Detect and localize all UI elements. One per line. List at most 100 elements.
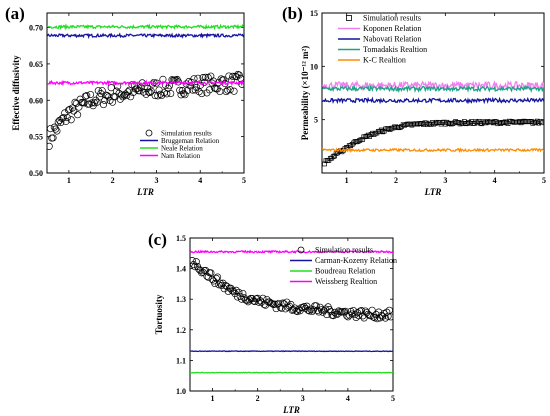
data-point — [533, 120, 539, 125]
data-point — [116, 95, 124, 103]
chart-panel: (a) 1 2 3 4 5 0.50 0.55 0.60 0.65 0.70 LTR Effective… — [5, 4, 246, 197]
data-point — [235, 71, 243, 79]
chart-panel: (b) 1 2 3 4 5 5 10 15 LTR Permeability (×10⁻¹² m²)… — [282, 4, 546, 197]
data-point — [70, 107, 78, 115]
y-tick-label: 1.0 — [176, 387, 186, 396]
data-point — [202, 73, 210, 81]
x-tick-label: 4 — [493, 176, 497, 185]
data-point — [348, 143, 354, 148]
data-point — [365, 132, 371, 138]
data-point — [424, 120, 429, 126]
data-point — [74, 111, 82, 119]
data-point — [445, 120, 451, 126]
legend-label: Neale Relation — [161, 145, 203, 153]
legend-label: Boudreau Relation — [315, 267, 375, 276]
data-point — [214, 273, 222, 281]
series-line — [322, 84, 544, 94]
data-point — [357, 138, 362, 143]
data-point — [400, 122, 406, 128]
data-point — [239, 289, 247, 298]
data-point — [215, 281, 223, 289]
legend-swatch — [297, 246, 305, 254]
legend-label: Simulation results — [161, 130, 212, 138]
y-tick-label: 0.50 — [29, 169, 43, 178]
data-point — [112, 87, 120, 95]
x-tick-label: 2 — [111, 176, 115, 185]
x-tick-label: 1 — [211, 394, 215, 403]
plot-frame — [321, 12, 545, 174]
data-point — [514, 119, 520, 125]
data-point — [75, 103, 83, 111]
data-point — [473, 119, 479, 125]
data-point — [301, 304, 310, 312]
x-tick-label: 1 — [345, 176, 349, 185]
data-point — [315, 308, 323, 316]
data-point — [80, 99, 88, 107]
x-axis-label: LTR — [424, 187, 442, 197]
data-point — [369, 313, 377, 321]
chart-panel: (c) 1 2 3 4 5 1.0 1.1 1.2 1.3 1.4 1.5 LTR Tortuosity S… — [148, 230, 397, 415]
data-point — [515, 119, 521, 125]
data-point — [383, 308, 391, 316]
data-point — [193, 83, 201, 91]
series-line — [47, 32, 244, 40]
data-point — [320, 306, 328, 315]
data-point — [163, 90, 171, 98]
data-point — [52, 125, 60, 133]
data-point — [377, 128, 383, 134]
data-point — [387, 127, 393, 133]
y-tick-label: 0.65 — [29, 60, 43, 69]
y-tick-label: 1.5 — [176, 234, 186, 243]
plot-area — [322, 79, 544, 167]
data-point — [527, 119, 533, 125]
x-tick-label: 3 — [154, 176, 158, 185]
data-point — [444, 119, 450, 125]
x-tick-label: 5 — [542, 176, 546, 185]
series-line — [190, 371, 393, 374]
series-line — [190, 249, 393, 254]
data-point — [375, 308, 383, 316]
data-point — [83, 92, 91, 100]
data-point — [59, 114, 67, 122]
plot-area — [47, 23, 244, 150]
data-point — [158, 91, 166, 100]
data-point — [496, 120, 502, 125]
data-point — [136, 87, 144, 95]
y-tick-label: 1.2 — [176, 326, 186, 335]
data-point — [87, 90, 95, 99]
x-tick-label: 3 — [443, 176, 447, 185]
x-tick-label: 2 — [394, 176, 398, 185]
x-tick-label: 1 — [67, 176, 71, 185]
data-point — [351, 140, 356, 146]
data-point — [364, 133, 370, 139]
data-point — [312, 302, 320, 310]
data-point — [504, 120, 509, 125]
data-point — [165, 82, 173, 90]
data-point — [517, 119, 523, 124]
legend-label: Koponen Relation — [363, 24, 421, 33]
series-line — [47, 23, 244, 31]
data-point — [232, 286, 240, 294]
x-tick-label: 4 — [346, 394, 350, 403]
data-point — [212, 274, 220, 282]
data-point — [198, 269, 206, 277]
data-point — [279, 299, 287, 307]
data-point — [537, 119, 543, 124]
data-point — [332, 153, 338, 159]
data-point — [300, 303, 308, 311]
plot-frame — [46, 12, 245, 174]
data-point — [357, 307, 365, 315]
data-point — [47, 125, 55, 133]
y-tick-label: 0.55 — [29, 133, 43, 142]
series-line — [47, 79, 244, 87]
data-point — [238, 80, 244, 88]
data-point — [181, 91, 189, 99]
series-line — [322, 96, 544, 105]
data-point — [349, 142, 355, 147]
data-point — [415, 121, 421, 127]
legend-label: Nam Relation — [161, 152, 201, 160]
data-point — [47, 142, 53, 150]
data-point — [390, 125, 396, 131]
data-point — [466, 119, 472, 125]
